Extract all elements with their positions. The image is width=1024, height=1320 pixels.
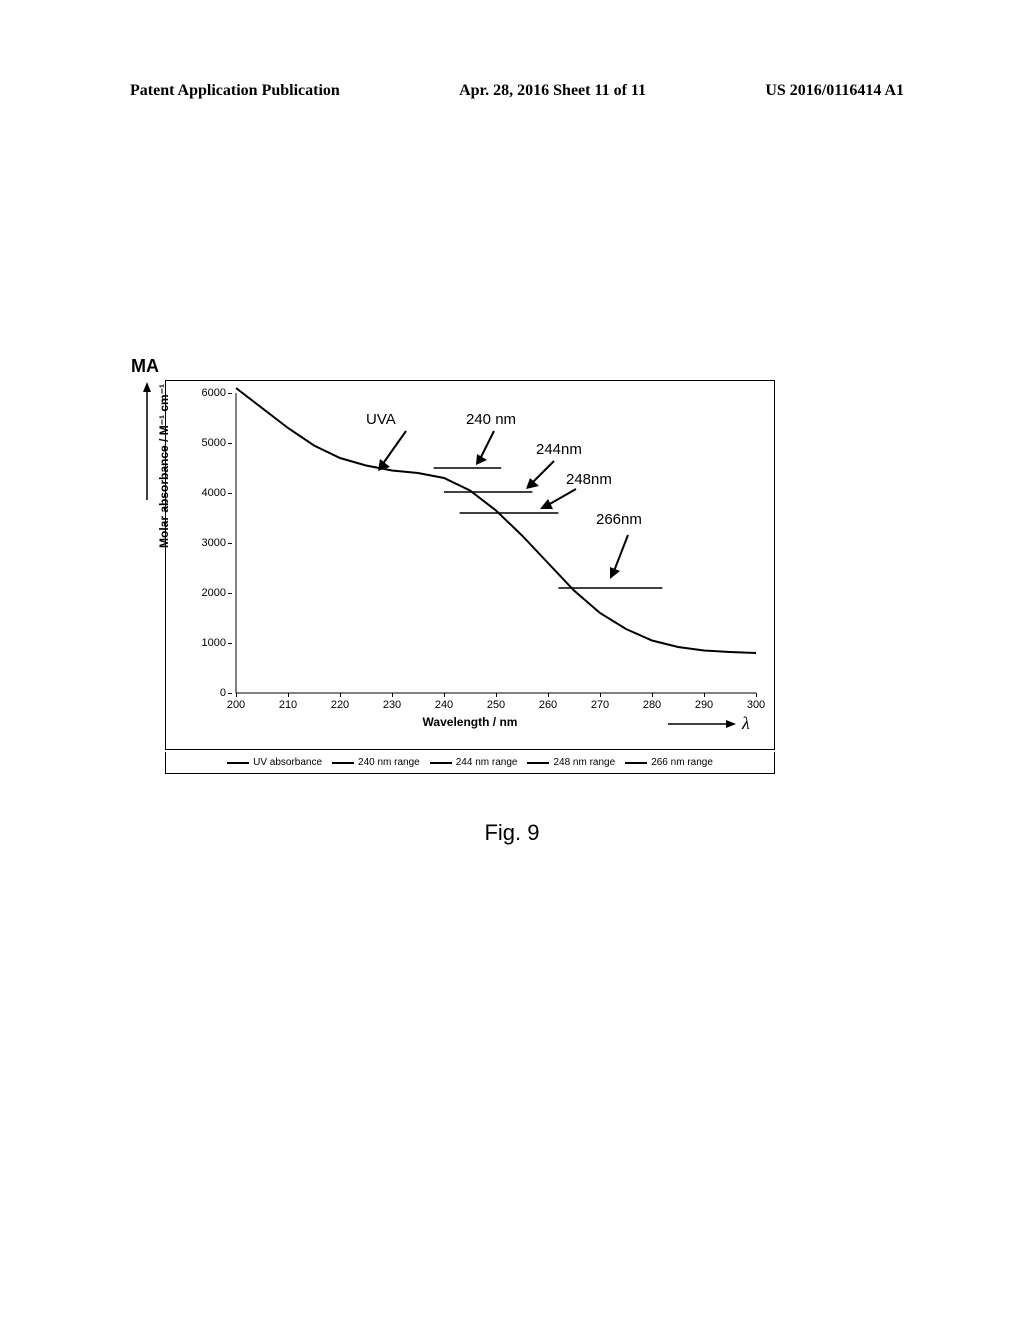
legend-item: UV absorbance — [227, 757, 322, 768]
x-tick-label: 200 — [227, 699, 245, 711]
page-header: Patent Application Publication Apr. 28, … — [0, 82, 1024, 100]
y-axis-title: Molar absorbance / M⁻¹ cm⁻¹ — [157, 384, 171, 548]
x-tick-label: 240 — [435, 699, 453, 711]
x-tick-label: 250 — [487, 699, 505, 711]
y-tick-label: 6000 — [186, 387, 226, 399]
header-center: Apr. 28, 2016 Sheet 11 of 11 — [459, 82, 646, 100]
legend-swatch — [332, 762, 354, 764]
x-tick-label: 260 — [539, 699, 557, 711]
arrow-icon — [376, 429, 416, 475]
legend-label: UV absorbance — [253, 757, 322, 768]
arrow-icon — [474, 429, 504, 469]
y-tick-label: 5000 — [186, 437, 226, 449]
x-tick-label: 290 — [695, 699, 713, 711]
lambda-arrow-icon — [666, 718, 736, 730]
legend-item: 240 nm range — [332, 757, 420, 768]
annot-266: 266nm — [596, 511, 642, 528]
lambda-axis-label: λ — [666, 713, 750, 734]
x-axis-ticks: 200210220230240250260270280290300 — [236, 693, 756, 713]
legend-item: 248 nm range — [527, 757, 615, 768]
figure-caption: Fig. 9 — [0, 820, 1024, 846]
x-tick-label: 300 — [747, 699, 765, 711]
chart-container: Molar absorbance / M⁻¹ cm⁻¹ 010002000300… — [165, 380, 775, 750]
legend-label: 266 nm range — [651, 757, 713, 768]
arrow-icon — [538, 487, 582, 517]
x-tick-label: 230 — [383, 699, 401, 711]
legend-swatch — [527, 762, 549, 764]
y-tick-label: 3000 — [186, 537, 226, 549]
y-tick-label: 1000 — [186, 637, 226, 649]
plot-area: UVA 240 nm 244nm 248nm 266nm — [236, 393, 756, 693]
annot-240: 240 nm — [466, 411, 516, 428]
y-axis-ticks: 0100020003000400050006000 — [186, 393, 232, 693]
legend-label: 244 nm range — [456, 757, 518, 768]
arrow-icon — [608, 533, 638, 583]
legend-label: 248 nm range — [553, 757, 615, 768]
annot-248: 248nm — [566, 471, 612, 488]
legend-label: 240 nm range — [358, 757, 420, 768]
header-right: US 2016/0116414 A1 — [765, 82, 904, 100]
figure-9: MA Molar absorbance / M⁻¹ cm⁻¹ 010002000… — [155, 380, 775, 800]
legend-item: 244 nm range — [430, 757, 518, 768]
x-tick-label: 210 — [279, 699, 297, 711]
chart-legend: UV absorbance 240 nm range 244 nm range 248… — [165, 752, 775, 774]
legend-item: 266 nm range — [625, 757, 713, 768]
header-left: Patent Application Publication — [130, 82, 340, 100]
x-tick-label: 270 — [591, 699, 609, 711]
legend-swatch — [430, 762, 452, 764]
y-tick-label: 0 — [186, 687, 226, 699]
y-tick-label: 2000 — [186, 587, 226, 599]
legend-swatch — [227, 762, 249, 764]
ma-axis-label: MA — [131, 356, 159, 377]
x-tick-label: 220 — [331, 699, 349, 711]
x-tick-label: 280 — [643, 699, 661, 711]
legend-swatch — [625, 762, 647, 764]
lambda-symbol: λ — [742, 713, 750, 734]
y-tick-label: 4000 — [186, 487, 226, 499]
annot-244: 244nm — [536, 441, 582, 458]
annot-uva: UVA — [366, 411, 396, 428]
